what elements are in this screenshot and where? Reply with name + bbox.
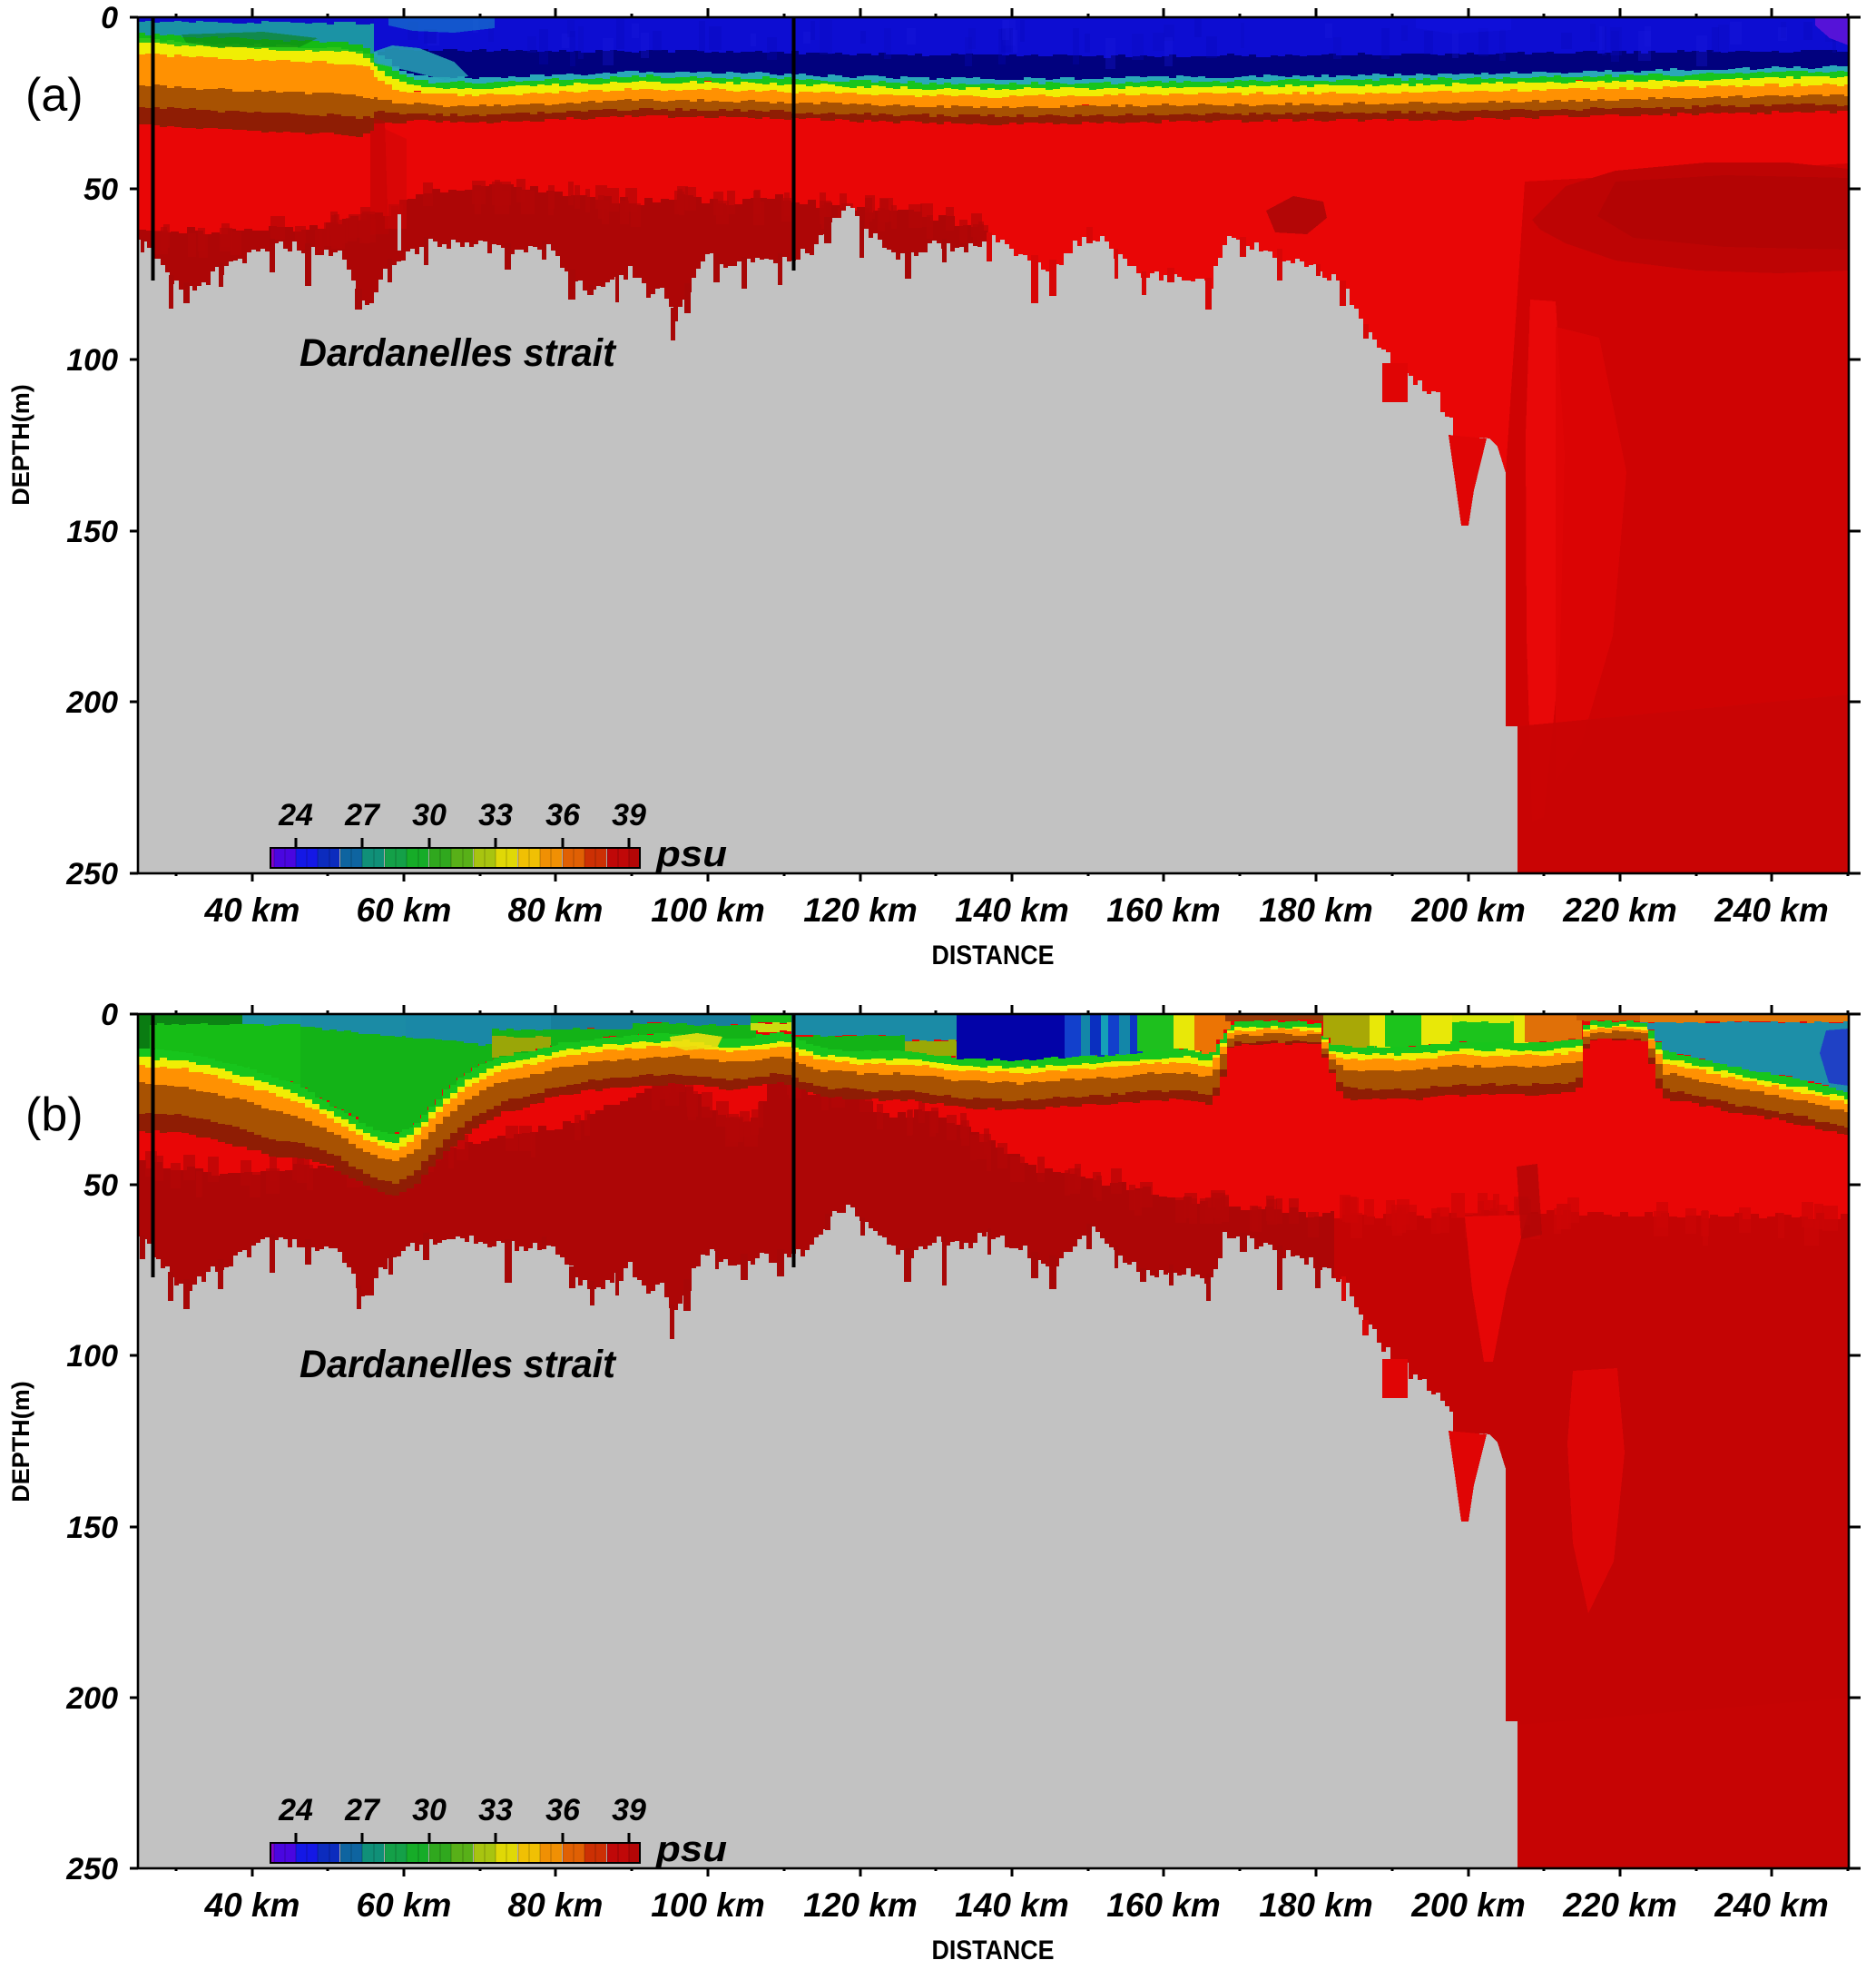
svg-text:33: 33 (478, 1793, 513, 1827)
svg-text:200 km: 200 km (1410, 891, 1526, 929)
svg-text:240 km: 240 km (1714, 891, 1829, 929)
svg-text:150: 150 (66, 1511, 118, 1545)
svg-text:100: 100 (66, 1339, 118, 1374)
svg-text:200: 200 (65, 685, 118, 720)
svg-text:27: 27 (344, 1793, 381, 1827)
svg-text:100 km: 100 km (651, 1886, 765, 1924)
svg-text:36: 36 (545, 1793, 581, 1827)
svg-text:psu: psu (655, 1829, 727, 1869)
svg-text:24: 24 (278, 798, 313, 832)
svg-text:100: 100 (66, 343, 118, 378)
svg-text:30: 30 (412, 1793, 447, 1827)
svg-text:140 km: 140 km (955, 891, 1069, 929)
svg-text:Dardanelles strait: Dardanelles strait (300, 1343, 617, 1386)
svg-text:Dardanelles strait: Dardanelles strait (300, 331, 617, 375)
svg-text:60 km: 60 km (357, 891, 452, 929)
svg-text:160 km: 160 km (1106, 891, 1221, 929)
svg-text:220 km: 220 km (1562, 891, 1677, 929)
svg-text:100 km: 100 km (651, 891, 765, 929)
svg-text:50: 50 (83, 172, 118, 207)
svg-text:DEPTH(m): DEPTH(m) (7, 1381, 34, 1502)
svg-text:50: 50 (83, 1168, 118, 1203)
svg-text:33: 33 (478, 798, 513, 832)
svg-text:(b): (b) (25, 1088, 83, 1141)
svg-text:40 km: 40 km (204, 891, 300, 929)
svg-text:140 km: 140 km (955, 1886, 1069, 1924)
svg-text:DEPTH(m): DEPTH(m) (7, 384, 34, 506)
svg-text:(a): (a) (25, 69, 83, 122)
svg-text:39: 39 (612, 1793, 646, 1827)
svg-text:30: 30 (412, 798, 447, 832)
svg-text:40 km: 40 km (204, 1886, 300, 1924)
svg-text:36: 36 (545, 798, 581, 832)
svg-text:39: 39 (612, 798, 646, 832)
svg-text:0: 0 (101, 1, 118, 35)
svg-text:180 km: 180 km (1259, 1886, 1373, 1924)
svg-text:220 km: 220 km (1562, 1886, 1677, 1924)
svg-text:250: 250 (65, 857, 118, 891)
svg-text:200 km: 200 km (1410, 1886, 1526, 1924)
svg-text:80 km: 80 km (508, 891, 604, 929)
svg-text:240 km: 240 km (1714, 1886, 1829, 1924)
svg-text:60 km: 60 km (357, 1886, 452, 1924)
svg-text:150: 150 (66, 515, 118, 549)
svg-text:27: 27 (344, 798, 381, 832)
svg-text:250: 250 (65, 1852, 118, 1886)
svg-text:160 km: 160 km (1106, 1886, 1221, 1924)
svg-text:DISTANCE: DISTANCE (932, 1936, 1055, 1965)
svg-text:0: 0 (101, 998, 118, 1032)
svg-text:psu: psu (655, 834, 727, 874)
svg-text:200: 200 (65, 1681, 118, 1716)
svg-text:120 km: 120 km (803, 891, 918, 929)
svg-text:120 km: 120 km (803, 1886, 918, 1924)
svg-text:DISTANCE: DISTANCE (932, 941, 1055, 970)
svg-text:180 km: 180 km (1259, 891, 1373, 929)
svg-text:24: 24 (278, 1793, 313, 1827)
svg-text:80 km: 80 km (508, 1886, 604, 1924)
